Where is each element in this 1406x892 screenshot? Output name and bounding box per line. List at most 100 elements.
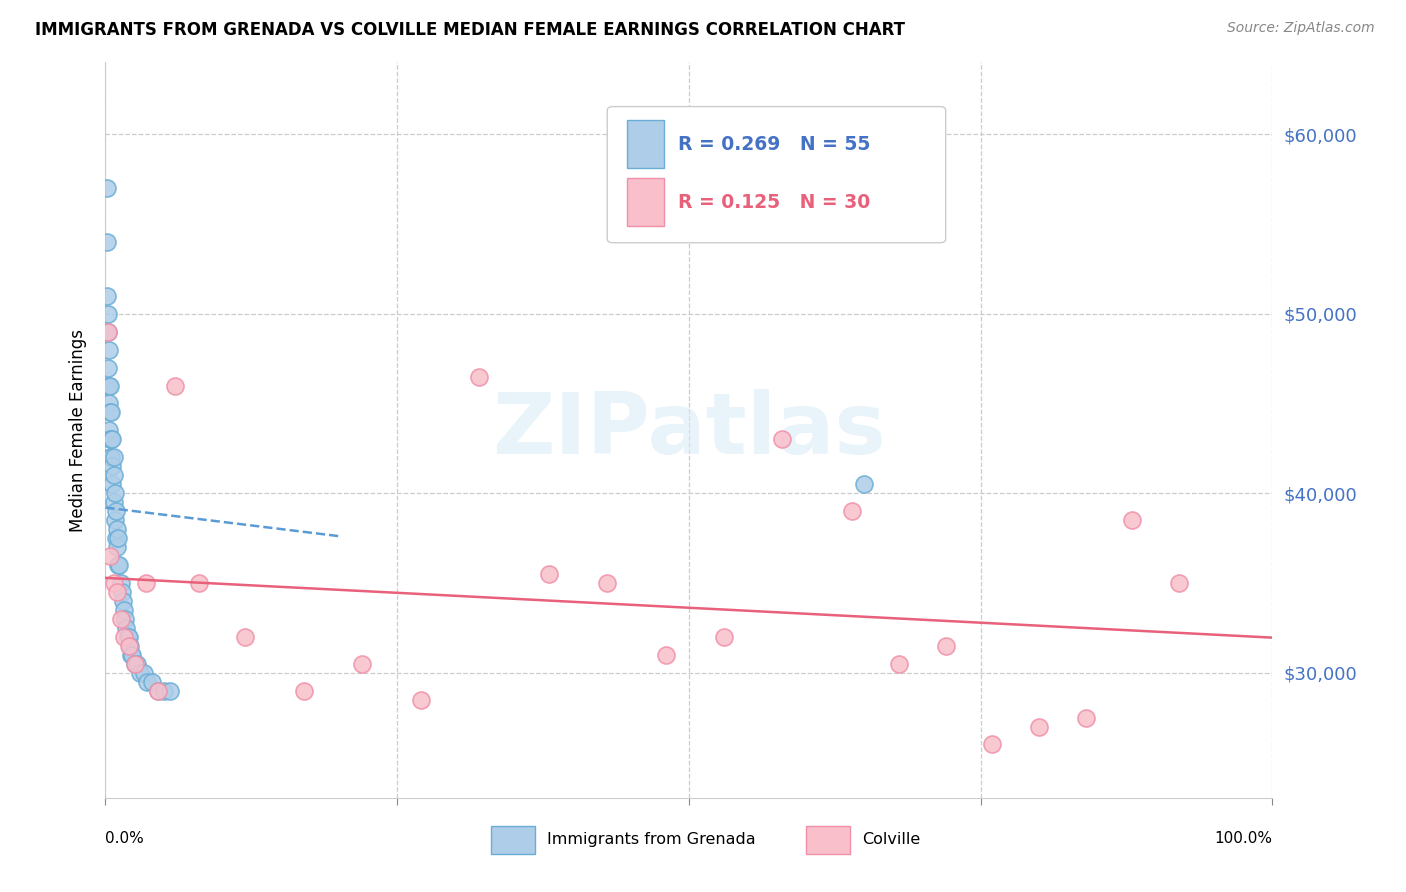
Point	[841, 504, 863, 518]
Text: Colville: Colville	[862, 832, 920, 847]
Point	[104, 504, 127, 518]
Point	[121, 648, 143, 662]
FancyBboxPatch shape	[491, 826, 534, 854]
Point	[468, 369, 491, 384]
Point	[97, 396, 120, 410]
Text: Immigrants from Grenada: Immigrants from Grenada	[547, 832, 755, 847]
Point	[713, 630, 735, 644]
Point	[187, 576, 209, 591]
Point	[110, 612, 132, 626]
Point	[107, 558, 129, 572]
Point	[97, 325, 120, 339]
Point	[125, 657, 148, 671]
Point	[97, 307, 120, 321]
Point	[104, 531, 127, 545]
FancyBboxPatch shape	[627, 178, 665, 227]
Point	[654, 648, 676, 662]
Point	[159, 683, 181, 698]
Point	[101, 433, 124, 447]
Point	[153, 683, 174, 698]
Point	[98, 433, 121, 447]
Point	[97, 360, 120, 375]
Point	[97, 378, 120, 392]
Point	[352, 657, 374, 671]
Text: IMMIGRANTS FROM GRENADA VS COLVILLE MEDIAN FEMALE EARNINGS CORRELATION CHART: IMMIGRANTS FROM GRENADA VS COLVILLE MEDI…	[35, 21, 905, 38]
Point	[118, 630, 141, 644]
Point	[118, 639, 141, 653]
Text: 100.0%: 100.0%	[1215, 831, 1272, 847]
Point	[1074, 710, 1097, 724]
Point	[596, 576, 619, 591]
Point	[981, 738, 1004, 752]
Point	[104, 513, 127, 527]
Text: Source: ZipAtlas.com: Source: ZipAtlas.com	[1227, 21, 1375, 35]
Text: 0.0%: 0.0%	[105, 831, 145, 847]
Point	[115, 621, 138, 635]
Point	[103, 468, 125, 483]
Point	[101, 459, 124, 474]
Point	[129, 665, 152, 680]
Point	[114, 612, 136, 626]
Point	[1121, 513, 1143, 527]
Point	[1028, 720, 1050, 734]
Point	[96, 235, 118, 249]
Point	[141, 674, 163, 689]
Point	[770, 433, 793, 447]
Text: R = 0.269   N = 55: R = 0.269 N = 55	[679, 135, 870, 153]
Point	[97, 343, 120, 357]
Point	[124, 657, 146, 671]
Point	[409, 692, 432, 706]
Point	[110, 576, 132, 591]
Point	[105, 522, 128, 536]
Point	[96, 289, 118, 303]
Point	[96, 325, 118, 339]
Point	[146, 683, 169, 698]
Point	[136, 674, 159, 689]
Point	[108, 558, 131, 572]
Point	[98, 378, 121, 392]
Point	[107, 531, 129, 545]
Point	[852, 477, 875, 491]
Point	[97, 325, 120, 339]
Point	[103, 495, 125, 509]
Point	[935, 639, 957, 653]
Point	[100, 405, 122, 419]
Point	[132, 665, 155, 680]
Point	[537, 566, 560, 581]
Point	[112, 630, 135, 644]
Point	[100, 433, 122, 447]
Point	[120, 648, 142, 662]
FancyBboxPatch shape	[806, 826, 851, 854]
Point	[101, 477, 124, 491]
Point	[165, 378, 187, 392]
Point	[105, 540, 128, 554]
Text: ZIPatlas: ZIPatlas	[492, 389, 886, 472]
Point	[103, 450, 125, 465]
Point	[118, 639, 141, 653]
Point	[111, 594, 134, 608]
Point	[235, 630, 257, 644]
Point	[103, 576, 125, 591]
Point	[97, 378, 120, 392]
Point	[98, 450, 121, 465]
Point	[117, 630, 139, 644]
Point	[100, 450, 122, 465]
Point	[112, 603, 135, 617]
FancyBboxPatch shape	[607, 106, 946, 243]
Point	[1168, 576, 1191, 591]
Point	[105, 585, 128, 599]
Point	[135, 576, 157, 591]
Point	[887, 657, 910, 671]
Point	[292, 683, 315, 698]
Y-axis label: Median Female Earnings: Median Female Earnings	[69, 329, 87, 532]
Text: R = 0.125   N = 30: R = 0.125 N = 30	[679, 193, 870, 211]
Point	[96, 181, 118, 195]
Point	[97, 424, 120, 438]
Point	[146, 683, 169, 698]
Point	[98, 549, 121, 563]
Point	[104, 486, 127, 500]
Point	[98, 405, 121, 419]
Point	[124, 657, 146, 671]
FancyBboxPatch shape	[627, 120, 665, 169]
Point	[111, 585, 134, 599]
